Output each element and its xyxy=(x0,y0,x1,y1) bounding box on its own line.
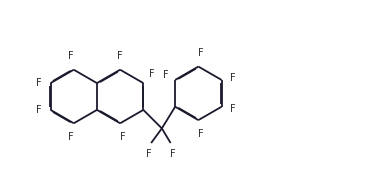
Text: F: F xyxy=(68,51,74,61)
Text: F: F xyxy=(117,51,123,61)
Text: F: F xyxy=(230,104,236,114)
Text: F: F xyxy=(230,73,236,82)
Text: F: F xyxy=(36,105,42,115)
Text: F: F xyxy=(36,78,42,88)
Text: F: F xyxy=(120,132,126,142)
Text: F: F xyxy=(146,149,151,159)
Text: F: F xyxy=(149,69,155,79)
Text: F: F xyxy=(198,129,204,139)
Text: F: F xyxy=(198,48,204,58)
Text: F: F xyxy=(163,70,168,80)
Text: F: F xyxy=(68,132,74,142)
Text: F: F xyxy=(170,149,176,159)
